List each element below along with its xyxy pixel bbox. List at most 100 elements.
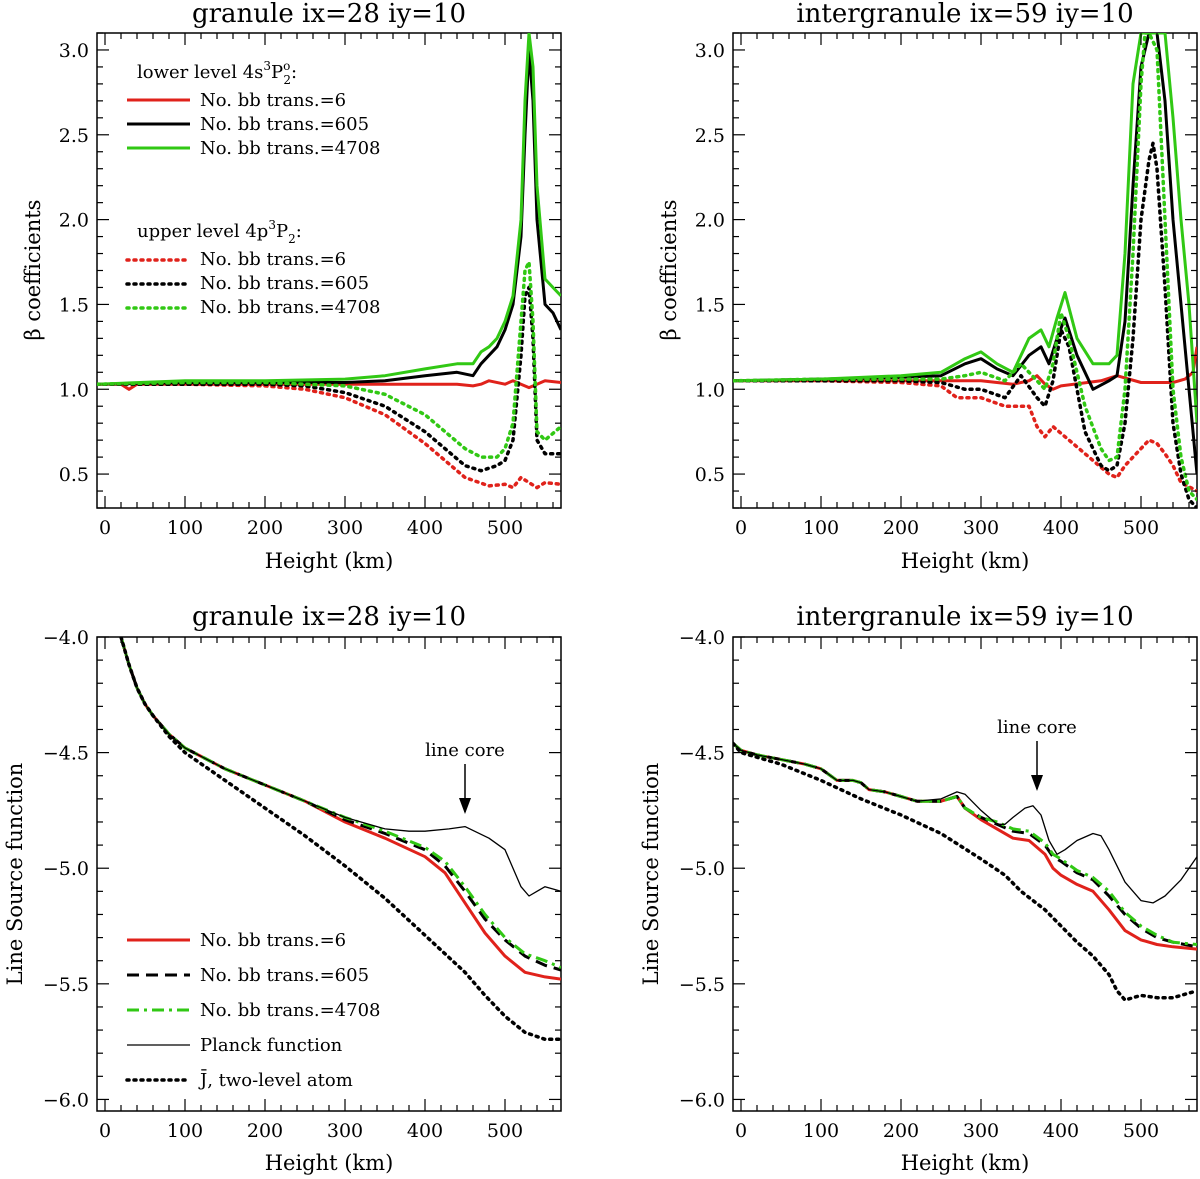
chart-title: granule ix=28 iy=10 [192,602,466,632]
x-tick-label: 500 [1123,1120,1159,1142]
x-tick-label: 500 [487,517,523,539]
y-axis-label: Line Source function [639,763,663,986]
y-tick-label: 2.0 [695,210,725,232]
y-tick-label: −4.5 [679,743,725,765]
x-axis-label: Height (km) [265,549,394,573]
series-line-3 [733,379,1197,493]
legend-label-lower-605: No. bb trans.=605 [200,114,369,135]
chart-title: intergranule ix=59 iy=10 [796,0,1133,29]
chart-title: intergranule ix=59 iy=10 [796,602,1133,632]
y-tick-label: 2.0 [59,210,89,232]
axes-layer: 0 100 200 300 400 500 −6.0 −5.5 −5.0 −4.5 −4.0 [43,627,561,1142]
axes-layer: 0 100 200 300 400 500 0.5 1.0 1.5 2.0 2.5 3.0 [59,32,561,539]
line-core-annotation: line core [425,740,505,814]
line-core-arrowhead [459,798,471,814]
y-tick-label: 1.5 [59,294,89,316]
legend: No. bb trans.=6 No. bb trans.=605 No. bb… [125,930,381,1091]
series-line-4 [733,141,1197,508]
y-tick-label: 3.0 [695,40,725,62]
panel-bottom-left: granule ix=28 iy=10 0 100 200 300 400 500 −6.0… [3,602,562,1175]
x-tick-label: 300 [327,517,363,539]
series-line-3 [733,742,1197,904]
x-tick-label: 0 [99,517,111,539]
y-tick-label: −5.0 [43,858,89,880]
y-tick-label: 0.5 [59,464,89,486]
legend-label-6: No. bb trans.=6 [200,930,346,951]
series-line-1 [733,33,1197,475]
x-tick-label: 300 [963,1120,999,1142]
series-layer [733,33,1197,508]
x-tick-label: 100 [803,1120,839,1142]
series-line-5 [733,33,1197,502]
x-tick-label: 400 [407,517,443,539]
series-layer [733,741,1197,1002]
series-line-0 [733,346,1197,391]
y-tick-label: −6.0 [43,1089,89,1111]
panel-bottom-right: intergranule ix=59 iy=10 0 100 200 300 400 50… [639,602,1198,1175]
x-tick-label: 500 [1123,517,1159,539]
y-tick-label: −6.0 [679,1089,725,1111]
series-line-1 [119,637,561,972]
legend-label-planck: Planck function [200,1035,343,1056]
x-tick-label: 0 [99,1120,111,1142]
y-tick-label: −4.0 [679,627,725,649]
legend-label-4708: No. bb trans.=4708 [200,1000,381,1021]
x-tick-label: 100 [167,517,203,539]
legend-label-upper-6: No. bb trans.=6 [200,249,346,270]
series-line-3 [97,382,561,490]
legend-header-lower: lower level 4s3Po 2: [137,59,297,87]
series-layer [97,33,561,490]
y-tick-label: 0.5 [695,464,725,486]
legend: lower level 4s3Po 2: No. bb trans.=6 No. … [125,59,381,318]
series-line-5 [97,260,561,459]
series-line-4 [97,285,561,473]
y-tick-label: −4.5 [43,743,89,765]
x-tick-label: 100 [167,1120,203,1142]
chart-title: granule ix=28 iy=10 [192,0,466,29]
axes-layer: 0 100 200 300 400 500 0.5 1.0 1.5 2.0 2.5 3.0 [695,32,1197,539]
x-tick-label: 200 [247,1120,283,1142]
y-tick-label: 2.5 [695,125,725,147]
legend-label-lower-4708: No. bb trans.=4708 [200,138,381,159]
x-tick-label: 400 [1043,517,1079,539]
series-line-4 [733,741,1197,1002]
x-tick-label: 300 [327,1120,363,1142]
x-tick-label: 500 [487,1120,523,1142]
y-tick-label: −4.0 [43,627,89,649]
x-tick-label: 400 [1043,1120,1079,1142]
series-line-4 [119,637,561,1042]
x-tick-label: 0 [735,517,747,539]
series-line-2 [97,33,561,386]
line-core-label: line core [997,717,1077,738]
panel-top-left: granule ix=28 iy=10 0 100 200 300 400 500 0.5 1… [21,0,562,573]
x-tick-label: 0 [735,1120,747,1142]
plot-frame [732,636,1198,1112]
y-tick-label: 2.5 [59,125,89,147]
line-core-arrowhead [1031,775,1043,791]
x-tick-label: 400 [407,1120,443,1142]
line-core-annotation: line core [997,717,1077,791]
x-tick-label: 200 [883,1120,919,1142]
legend-label-605: No. bb trans.=605 [200,965,369,986]
y-tick-label: −5.0 [679,858,725,880]
y-axis-label: β coefficients [21,200,45,341]
x-axis-label: Height (km) [265,1151,394,1175]
legend-header-upper: upper level 4p3P2: [137,218,302,246]
y-tick-label: −5.5 [679,974,725,996]
series-line-3 [120,637,561,897]
x-tick-label: 200 [247,517,283,539]
x-axis-label: Height (km) [901,1151,1030,1175]
series-line-2 [733,33,1197,424]
legend-label-lower-6: No. bb trans.=6 [200,90,346,111]
y-axis-label: Line Source function [3,763,27,986]
x-tick-label: 300 [963,517,999,539]
legend-label-upper-4708: No. bb trans.=4708 [200,297,381,318]
x-axis-label: Height (km) [901,549,1030,573]
y-tick-label: 1.0 [695,379,725,401]
x-tick-label: 200 [883,517,919,539]
series-layer [119,637,561,1042]
legend-label-upper-605: No. bb trans.=605 [200,273,369,294]
y-tick-label: 1.0 [59,379,89,401]
x-tick-label: 100 [803,517,839,539]
y-axis-label: β coefficients [657,200,681,341]
